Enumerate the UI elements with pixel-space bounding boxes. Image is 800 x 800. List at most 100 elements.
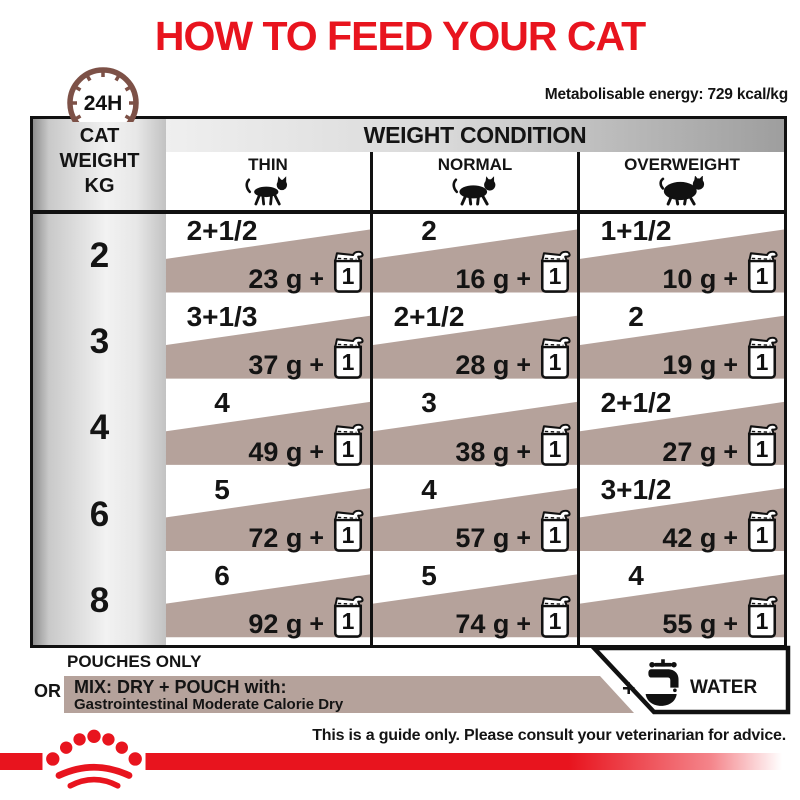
mix-amount: 55 g + <box>662 595 779 638</box>
cat-weight-value: 8 <box>89 581 110 620</box>
water-label: WATER <box>690 677 758 698</box>
plus-sign: + <box>723 351 738 380</box>
pouches-only-amount: 2+1/2 <box>186 215 258 246</box>
pouches-only-amount: 2 <box>421 215 437 246</box>
plus-sign: + <box>516 437 531 466</box>
dry-grams: 38 g <box>455 436 510 467</box>
feeding-cell: 2 19 g + <box>577 300 784 387</box>
pouch-icon <box>745 336 779 380</box>
cat-weight-value: 4 <box>89 408 110 447</box>
mix-amount: 37 g + <box>248 336 365 379</box>
table-row: 3+1/3 37 g + 2+1/2 28 g + <box>166 300 784 387</box>
feeding-cell: 1+1/2 10 g + <box>577 214 784 301</box>
plus-sign: + <box>723 610 738 639</box>
pouches-only-amount: 4 <box>628 559 644 591</box>
dry-grams: 16 g <box>455 264 510 295</box>
tap-water-icon <box>645 659 679 706</box>
legend-or: OR <box>34 681 61 701</box>
pouches-only-amount: 2 <box>628 301 644 333</box>
water-plus-sign: + <box>622 675 636 701</box>
pouches-only-amount: 1+1/2 <box>600 215 672 246</box>
condition-label: OVERWEIGHT <box>624 155 740 174</box>
plus-sign: + <box>516 265 531 294</box>
pouch-icon <box>538 423 572 467</box>
legend-pouches-only: POUCHES ONLY <box>67 652 202 671</box>
legend-mix-product: Gastrointestinal Moderate Calorie Dry <box>74 696 344 713</box>
pouches-only-amount: 2+1/2 <box>393 301 465 333</box>
pouch-icon <box>745 509 779 553</box>
mix-amount: 57 g + <box>455 509 572 552</box>
dry-grams: 37 g <box>248 350 303 381</box>
condition-label: THIN <box>248 155 288 174</box>
feeding-cell: 2 16 g + <box>370 214 577 301</box>
weight-header-line: CAT <box>79 125 120 147</box>
dry-grams: 10 g <box>662 264 717 295</box>
mix-amount: 10 g + <box>662 250 779 293</box>
pouches-only-amount: 3+1/3 <box>186 301 258 333</box>
pouches-only-amount: 4 <box>214 387 230 419</box>
pouch-icon <box>745 595 779 639</box>
dry-grams: 74 g <box>455 609 510 640</box>
weight-column-background <box>33 119 166 645</box>
plus-sign: + <box>309 351 324 380</box>
pouches-only-amount: 3+1/2 <box>600 473 672 505</box>
cat-overweight-icon <box>659 175 705 206</box>
mix-amount: 42 g + <box>662 509 779 552</box>
feeding-cell: 2+1/2 27 g + <box>577 386 784 473</box>
dry-grams: 23 g <box>248 264 303 295</box>
disclaimer-text: This is a guide only. Please consult you… <box>312 727 786 744</box>
weight-header-line: WEIGHT <box>59 150 140 172</box>
pouch-icon <box>331 509 365 553</box>
plus-sign: + <box>723 437 738 466</box>
pouch-icon <box>538 250 572 294</box>
pouch-icon <box>331 423 365 467</box>
clock-label: 24H <box>84 92 123 115</box>
mix-amount: 23 g + <box>248 250 365 293</box>
mix-amount: 16 g + <box>455 250 572 293</box>
mix-amount: 28 g + <box>455 336 572 379</box>
legend-mix-label: MIX: DRY + POUCH with: <box>74 677 287 697</box>
weight-column-header: CAT WEIGHT KG <box>33 124 166 199</box>
page-title: HOW TO FEED YOUR CAT <box>154 13 646 59</box>
cat-weight-value: 2 <box>89 236 110 275</box>
mix-amount: 72 g + <box>248 509 365 552</box>
mix-amount: 74 g + <box>455 595 572 638</box>
dry-grams: 42 g <box>662 522 717 553</box>
condition-normal: NORMAL <box>370 152 577 210</box>
crown-paw-logo <box>42 729 146 789</box>
plus-sign: + <box>723 265 738 294</box>
plus-sign: + <box>309 610 324 639</box>
dry-grams: 49 g <box>248 436 303 467</box>
mix-amount: 49 g + <box>248 423 365 466</box>
table-row: 5 72 g + 4 57 g + <box>166 472 784 559</box>
table-row: 6 92 g + 5 74 g + <box>166 558 784 646</box>
dry-grams: 27 g <box>662 436 717 467</box>
pouches-only-amount: 5 <box>214 473 230 505</box>
weight-condition-header: WEIGHT CONDITION <box>166 119 784 152</box>
mix-amount: 19 g + <box>662 336 779 379</box>
pouch-icon <box>538 509 572 553</box>
cat-normal-icon <box>452 176 496 206</box>
dry-grams: 28 g <box>455 350 510 381</box>
condition-overweight: OVERWEIGHT <box>577 152 784 210</box>
table-row: 4 49 g + 3 38 g + <box>166 386 784 473</box>
pouches-only-amount: 3 <box>421 387 437 419</box>
feeding-cell: 2+1/2 28 g + <box>370 300 577 387</box>
pouches-only-amount: 4 <box>421 473 437 505</box>
feeding-cell: 3+1/2 42 g + <box>577 472 784 559</box>
header-divider-line <box>33 210 784 214</box>
pouch-icon <box>331 336 365 380</box>
dry-grams: 92 g <box>248 609 303 640</box>
clock-24h-icon: 24H <box>64 64 142 122</box>
pouch-icon <box>331 250 365 294</box>
feeding-cell: 3 38 g + <box>370 386 577 473</box>
plus-sign: + <box>309 523 324 552</box>
pouches-only-amount: 2+1/2 <box>600 387 672 419</box>
feeding-cell: 4 57 g + <box>370 472 577 559</box>
dry-grams: 72 g <box>248 522 303 553</box>
feeding-cell: 4 55 g + <box>577 558 784 646</box>
cat-weight-value: 6 <box>89 495 110 534</box>
table-row: 2+1/2 23 g + 2 16 g + <box>166 214 784 301</box>
legend-mix-band: MIX: DRY + POUCH with: Gastrointestinal … <box>64 676 634 713</box>
